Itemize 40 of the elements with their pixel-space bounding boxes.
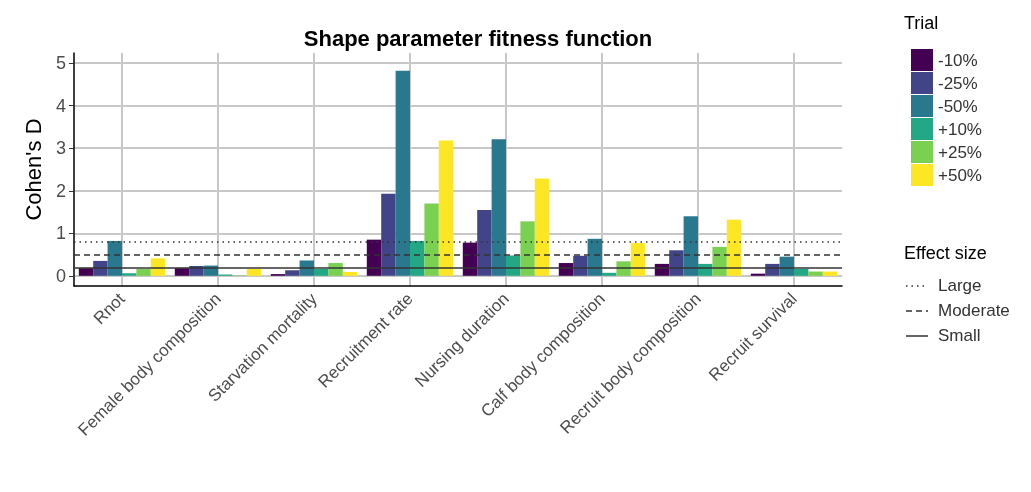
bar	[136, 268, 151, 276]
bar	[381, 193, 396, 276]
text: Effect size	[904, 243, 987, 263]
legend-label: -25%	[938, 73, 978, 93]
bar	[122, 273, 137, 276]
bar	[822, 271, 838, 276]
bar	[602, 272, 617, 276]
bar	[477, 209, 492, 276]
chart-title: Shape parameter fitness function	[303, 25, 653, 51]
bar	[683, 216, 698, 276]
legend-label: +10%	[938, 119, 982, 139]
bar	[750, 273, 766, 276]
y-tick-label: 5	[55, 53, 66, 74]
bar	[726, 219, 742, 276]
y-tick-label: 3	[55, 138, 66, 159]
bar	[395, 70, 410, 276]
bar	[491, 139, 506, 276]
bar	[534, 178, 550, 276]
legend-label: Large	[938, 276, 982, 295]
legend-label: +50%	[938, 165, 982, 185]
legend-label: -10%	[938, 50, 978, 70]
bar	[342, 271, 358, 276]
legend-title: Trial	[904, 13, 939, 33]
bar	[520, 221, 535, 276]
bar	[424, 203, 439, 276]
bar	[808, 271, 823, 276]
y-tick-label: 2	[55, 180, 66, 201]
y-tick-label: 4	[55, 95, 66, 116]
bar	[246, 268, 262, 276]
y-tick-label: 0	[55, 265, 66, 286]
bar	[314, 268, 329, 276]
bar	[438, 140, 454, 276]
legend-label: -50%	[938, 96, 978, 116]
legend-label: Small	[938, 326, 981, 345]
legend-label: +25%	[938, 142, 982, 162]
legend-label: Moderate	[938, 301, 1010, 320]
bar	[794, 268, 809, 276]
bar	[285, 270, 300, 276]
y-axis-title: Cohen's D	[20, 118, 46, 221]
y-tick-label: 1	[55, 223, 66, 244]
